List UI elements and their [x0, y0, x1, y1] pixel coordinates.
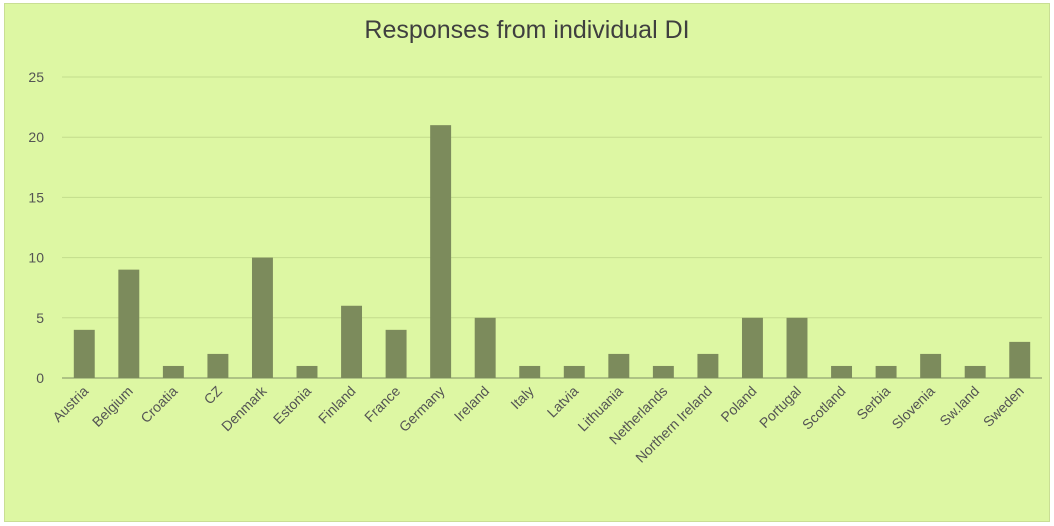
x-category-label: Ireland	[451, 383, 493, 425]
x-category-label: France	[361, 383, 403, 425]
bar	[341, 305, 363, 378]
x-category-label: Slovenia	[888, 383, 937, 432]
bar	[831, 365, 853, 378]
bar	[1009, 341, 1031, 378]
bar	[608, 353, 630, 378]
x-category-label: Poland	[717, 383, 759, 425]
bar	[920, 353, 942, 378]
x-category-label: Serbia	[853, 383, 893, 423]
bar	[786, 317, 808, 378]
x-category-label: Germany	[396, 383, 448, 435]
gridlines	[62, 76, 1042, 379]
bar	[162, 365, 184, 378]
y-tick-label: 20	[28, 129, 44, 145]
chart-area	[4, 3, 1050, 522]
bar	[73, 329, 95, 378]
x-category-label: Sw.land	[936, 383, 982, 429]
bar	[385, 329, 407, 378]
x-category-label: Northern Ireland	[632, 383, 715, 466]
y-tick-label: 25	[28, 69, 44, 85]
x-category-label: Belgium	[89, 383, 136, 430]
bar	[741, 317, 763, 378]
bar	[697, 353, 719, 378]
bar	[652, 365, 674, 378]
bar	[875, 365, 897, 378]
bar	[474, 317, 496, 378]
bar	[519, 365, 541, 378]
chart-title: Responses from individual DI	[364, 16, 690, 44]
x-category-label: CZ	[201, 382, 226, 407]
bar	[251, 257, 273, 378]
x-category-label: Sweden	[980, 383, 1027, 430]
x-category-label: Italy	[507, 383, 536, 412]
y-tick-label: 5	[36, 310, 44, 326]
bar	[207, 353, 229, 378]
x-category-label: Denmark	[218, 382, 270, 434]
bar	[118, 269, 140, 378]
bar	[563, 365, 585, 378]
y-axis-ticks: 0 5 10 15 20 25	[28, 69, 44, 386]
bars	[73, 125, 1031, 378]
y-tick-label: 10	[28, 250, 44, 266]
bar	[964, 365, 986, 378]
x-category-label: Finland	[315, 383, 359, 427]
bar	[430, 125, 452, 378]
x-category-label: Latvia	[544, 383, 582, 421]
x-category-label: Croatia	[137, 383, 180, 426]
x-category-label: Austria	[49, 383, 91, 425]
x-category-label: Estonia	[270, 383, 314, 427]
x-category-label: Scotland	[799, 383, 849, 433]
bar	[296, 365, 318, 378]
x-category-label: Portugal	[756, 383, 804, 431]
y-tick-label: 15	[28, 189, 44, 205]
y-tick-label: 0	[36, 370, 44, 386]
